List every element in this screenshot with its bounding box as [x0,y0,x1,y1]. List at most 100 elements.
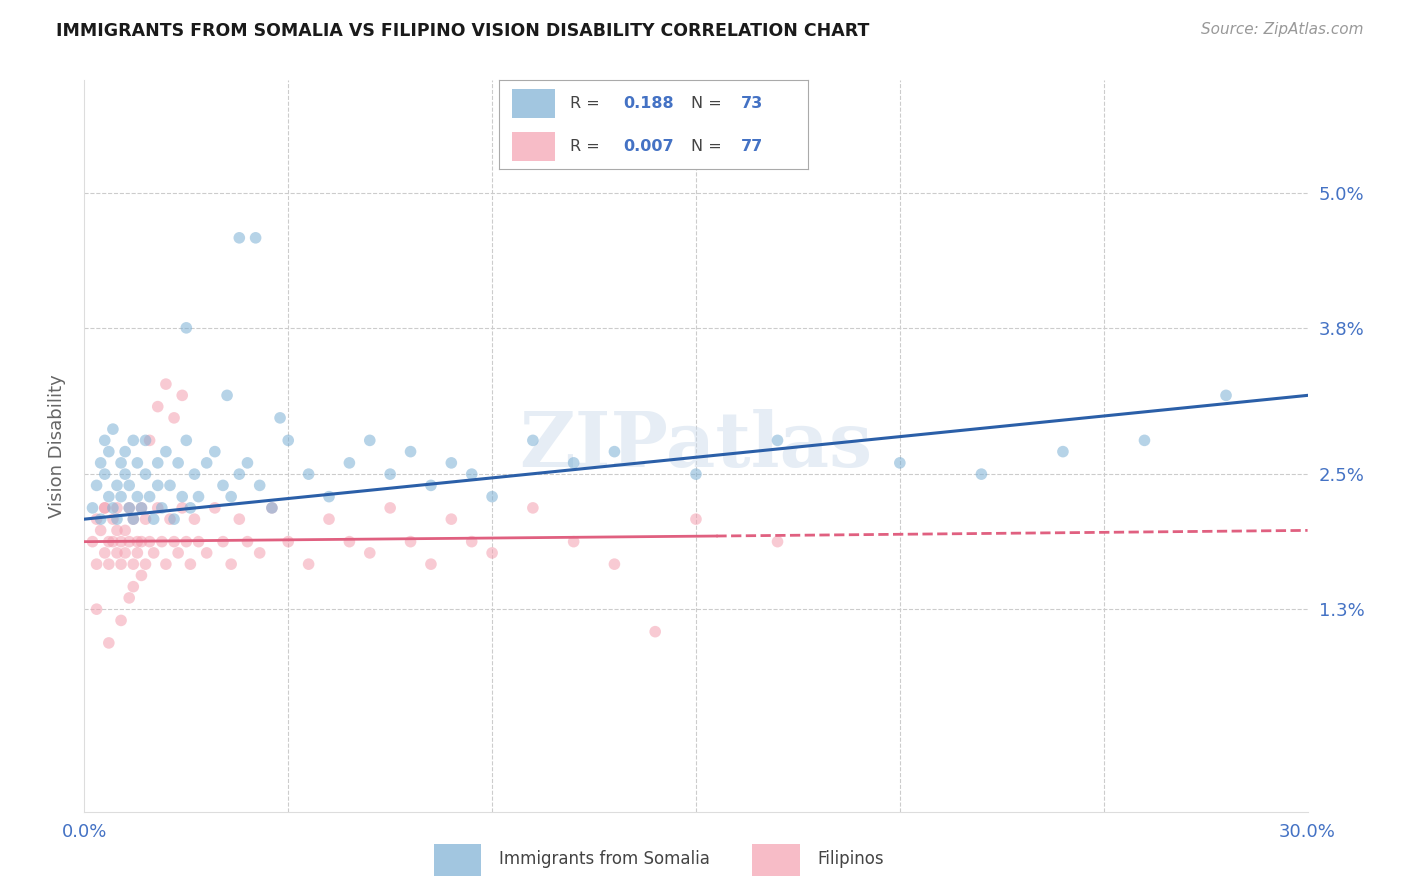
Point [399,534,422,549]
Point [889,456,911,470]
Point [174,321,197,335]
Point [269,410,291,425]
Point [122,512,145,526]
Point [187,534,209,549]
Point [86,512,108,526]
Point [183,512,205,526]
Point [146,500,169,515]
Point [440,456,463,470]
Point [1052,444,1074,458]
Point [142,546,165,560]
Point [114,444,136,458]
Point [174,434,197,448]
Point [155,444,177,458]
Point [245,231,267,245]
Text: Immigrants from Somalia: Immigrants from Somalia [499,849,710,868]
Point [93,500,115,515]
Text: IMMIGRANTS FROM SOMALIA VS FILIPINO VISION DISABILITY CORRELATION CHART: IMMIGRANTS FROM SOMALIA VS FILIPINO VISI… [56,22,870,40]
Point [82,500,104,515]
Point [339,534,361,549]
Point [97,636,120,650]
Point [522,500,544,515]
Point [97,557,120,571]
Point [399,444,422,458]
Point [90,456,112,470]
Point [118,500,141,515]
Point [603,557,626,571]
Point [359,546,381,560]
Point [93,467,115,482]
Point [766,534,789,549]
Point [260,500,283,515]
Point [135,512,157,526]
Point [118,591,141,605]
Point [481,546,503,560]
Point [150,500,173,515]
Point [461,467,484,482]
Point [204,500,226,515]
Point [93,500,115,515]
Point [359,434,381,448]
Point [339,456,361,470]
Point [644,624,666,639]
Point [135,557,157,571]
Point [135,467,157,482]
Point [174,534,197,549]
Point [685,512,707,526]
Point [172,388,194,402]
Point [249,546,271,560]
Point [90,512,112,526]
Point [228,512,250,526]
Point [236,456,259,470]
Point [118,534,141,549]
Point [86,602,108,616]
Point [110,534,132,549]
Point [127,490,149,504]
Point [114,546,136,560]
Point [260,500,283,515]
Point [204,444,226,458]
Point [93,546,115,560]
Point [101,422,124,436]
Text: 77: 77 [741,139,762,153]
Point [122,512,145,526]
Point [236,534,259,549]
Point [163,512,186,526]
Point [110,614,132,628]
Point [105,512,128,526]
Point [146,478,169,492]
Point [195,546,218,560]
Point [118,478,141,492]
Point [122,580,145,594]
Point [135,434,157,448]
Point [93,434,115,448]
Point [380,467,402,482]
Point [127,534,149,549]
Point [82,534,104,549]
Point [172,500,194,515]
Y-axis label: Vision Disability: Vision Disability [48,374,66,518]
Point [101,500,124,515]
Point [562,534,585,549]
Point [766,434,789,448]
Point [318,512,340,526]
Point [217,388,239,402]
Point [380,500,402,515]
FancyBboxPatch shape [512,132,555,161]
Text: 0.188: 0.188 [623,96,673,111]
Point [179,557,201,571]
Point [101,512,124,526]
Point [1215,388,1237,402]
Point [138,434,160,448]
Point [298,557,321,571]
Point [163,410,186,425]
Point [420,557,443,571]
Text: ZIPatlas: ZIPatlas [519,409,873,483]
Point [131,568,153,582]
Point [318,490,340,504]
Text: Filipinos: Filipinos [817,849,884,868]
Point [212,478,235,492]
Point [298,467,321,482]
Point [685,467,707,482]
Point [179,500,201,515]
